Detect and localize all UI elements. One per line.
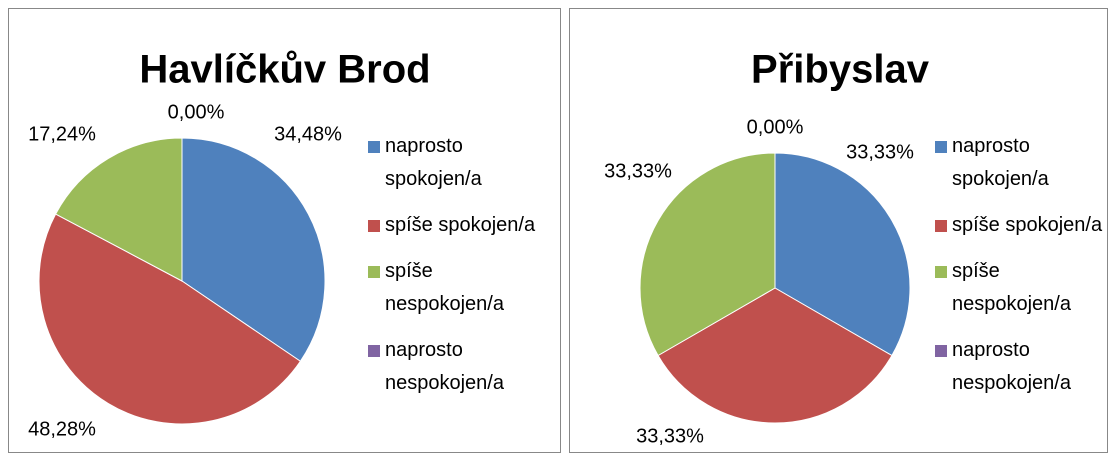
legend-entry: spíše nespokojen/a	[368, 255, 543, 321]
pie-slice	[181, 137, 326, 362]
legend-label: naprosto nespokojen/a	[385, 339, 504, 394]
legend-swatch	[935, 141, 947, 153]
legend: naprosto spokojen/a spíše spokojen/a spíše…	[935, 130, 1110, 413]
legend-label: naprosto spokojen/a	[952, 135, 1049, 190]
legend-entry: spíše spokojen/a	[935, 209, 1110, 242]
legend-entry: spíše spokojen/a	[368, 209, 543, 242]
data-label: 33,33%	[846, 141, 914, 163]
legend: naprosto spokojen/a spíše spokojen/a spíše…	[368, 130, 543, 413]
legend-entry: naprosto spokojen/a	[935, 130, 1110, 196]
data-label: 33,33%	[604, 160, 672, 182]
data-label: 48,28%	[28, 418, 96, 440]
legend-swatch	[368, 345, 380, 357]
legend-swatch	[368, 266, 380, 278]
chart-title: Přibyslav	[751, 48, 930, 92]
legend-entry: spíše nespokojen/a	[935, 255, 1110, 321]
data-label: 33,33%	[636, 425, 704, 447]
legend-label: naprosto nespokojen/a	[952, 339, 1071, 394]
legend-swatch	[935, 266, 947, 278]
legend-swatch	[368, 220, 380, 232]
data-label: 0,00%	[168, 101, 225, 123]
legend-swatch	[935, 220, 947, 232]
legend-entry: naprosto nespokojen/a	[368, 334, 543, 400]
data-label: 0,00%	[747, 116, 804, 138]
legend-label: spíše spokojen/a	[952, 214, 1103, 236]
pie-slice	[657, 287, 893, 424]
chart-title: Havlíčkův Brod	[139, 48, 430, 92]
pie-slice	[38, 213, 302, 425]
legend-entry: naprosto nespokojen/a	[935, 334, 1110, 400]
legend-label: spíše spokojen/a	[385, 214, 536, 236]
legend-label: spíše nespokojen/a	[952, 260, 1071, 315]
data-label: 34,48%	[274, 123, 342, 145]
legend-label: spíše nespokojen/a	[385, 260, 504, 315]
legend-swatch	[935, 345, 947, 357]
legend-entry: naprosto spokojen/a	[368, 130, 543, 196]
legend-swatch	[368, 141, 380, 153]
pie-slice	[54, 137, 183, 282]
pie-slice	[639, 152, 776, 357]
legend-label: naprosto spokojen/a	[385, 135, 482, 190]
data-label: 17,24%	[28, 123, 96, 145]
pie-slice	[774, 152, 911, 357]
